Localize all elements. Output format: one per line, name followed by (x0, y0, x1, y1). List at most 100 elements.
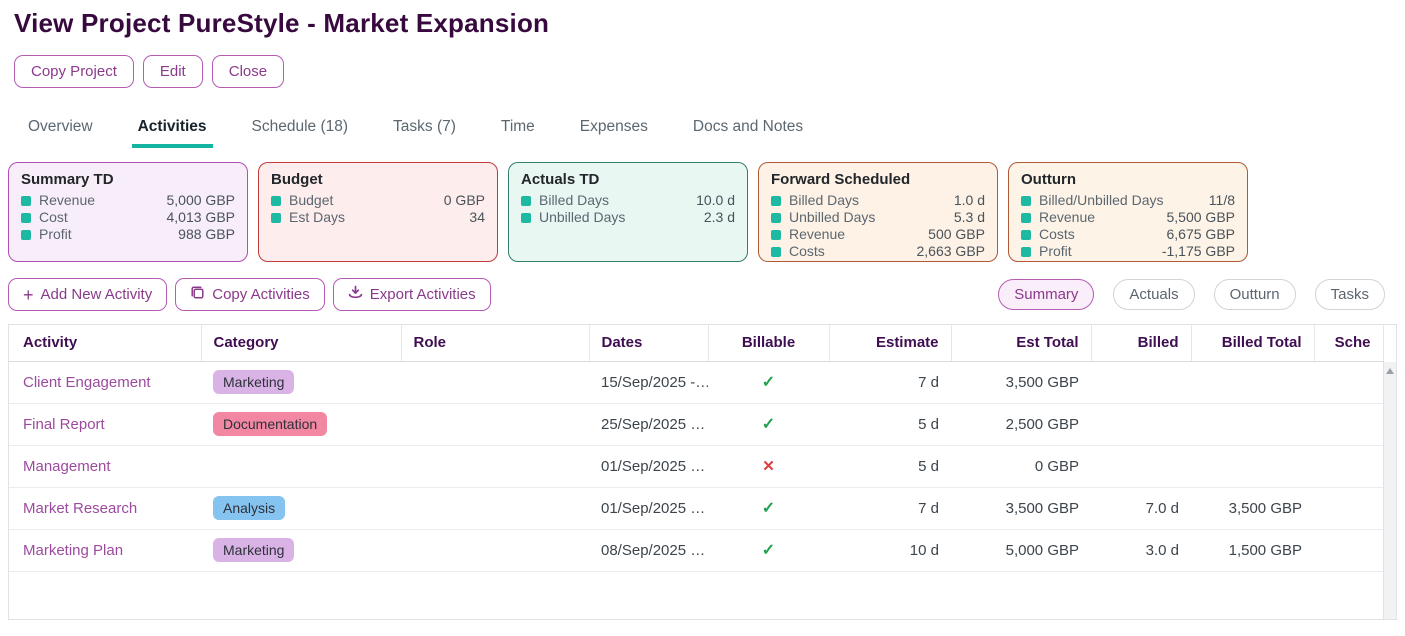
tab-docs-and-notes[interactable]: Docs and Notes (687, 118, 809, 148)
table-row: Final Report Documentation 25/Sep/2025 …… (9, 403, 1383, 446)
column-header-role[interactable]: Role (401, 325, 590, 362)
cell-schedule (1314, 529, 1383, 572)
tab-label: Time (500, 118, 535, 135)
cell-est-total: 0 GBP (951, 445, 1091, 488)
tab-overview[interactable]: Overview (22, 118, 99, 148)
cell-billed: 3.0 d (1091, 529, 1191, 572)
copy-project-button[interactable]: Copy Project (14, 55, 134, 88)
cell-activity: Management (9, 445, 201, 488)
metric-value: -1,175 GBP (1161, 243, 1235, 259)
cell-estimate: 10 d (829, 529, 951, 572)
table-row: Marketing Plan Marketing 08/Sep/2025 … ✓… (9, 529, 1383, 572)
metric-value: 11/8 (1208, 192, 1235, 208)
tab-activities[interactable]: Activities (131, 118, 213, 148)
cell-category: Marketing (201, 361, 401, 404)
card-title: Actuals TD (521, 171, 600, 188)
metric-label: Unbilled Days (789, 209, 876, 225)
cell-billed-total (1191, 445, 1314, 488)
cell-billed: 7.0 d (1091, 487, 1191, 530)
cell-billed-total (1191, 403, 1314, 446)
cell-activity: Final Report (9, 403, 201, 446)
view-filter-pills: Summary Actuals Outturn Tasks (998, 279, 1385, 310)
cell-category: Marketing (201, 529, 401, 572)
card-metric-row: Budget 0 GBP (271, 192, 485, 209)
metric-bullet-icon (1021, 246, 1031, 257)
metric-value: 1.0 d (953, 192, 985, 208)
copy-activities-button[interactable]: Copy Activities (175, 278, 325, 311)
cell-estimate: 7 d (829, 487, 951, 530)
column-header-sche[interactable]: Sche (1314, 325, 1384, 362)
activities-table: Activity Category Role Dates Billable Estimat… (8, 324, 1397, 620)
cell-dates: 15/Sep/2025 -… (589, 361, 708, 404)
cell-role (401, 403, 589, 446)
billable-check-icon: ✓ (761, 416, 776, 433)
activity-link[interactable]: Marketing Plan (23, 541, 124, 559)
metric-label: Unbilled Days (539, 209, 626, 225)
column-header-billable[interactable]: Billable (708, 325, 830, 362)
cell-estimate: 5 d (829, 445, 951, 488)
card-title: Summary TD (21, 171, 114, 188)
filter-pill-label: Outturn (1229, 286, 1280, 303)
card-metric-row: Unbilled Days 2.3 d (521, 209, 735, 226)
category-badge: Documentation (213, 412, 328, 436)
activity-action-buttons: + Add New Activity Copy Activities (8, 278, 491, 311)
column-header-estimate[interactable]: Estimate (829, 325, 952, 362)
column-header-est-total[interactable]: Est Total (951, 325, 1092, 362)
page-title: View Project PureStyle - Market Expansio… (14, 8, 550, 38)
filter-pill-outturn[interactable]: Outturn (1213, 279, 1296, 310)
metric-label: Profit (1039, 243, 1072, 259)
billable-check-icon: ✓ (761, 500, 776, 517)
card-metrics: Budget 0 GBP Est Days 34 (271, 192, 485, 226)
category-badge: Marketing (213, 538, 295, 562)
column-header-dates[interactable]: Dates (589, 325, 709, 362)
activity-link[interactable]: Market Research (23, 499, 138, 517)
filter-pill-summary[interactable]: Summary (998, 279, 1095, 310)
tab-bar: Overview Activities Schedule (18) Tasks … (22, 118, 1405, 148)
metric-bullet-icon (771, 229, 781, 240)
card-title: Budget (271, 171, 323, 188)
metric-bullet-icon (521, 212, 531, 223)
column-header-category[interactable]: Category (201, 325, 402, 362)
metric-label: Billed Days (539, 192, 610, 208)
metric-label: Revenue (789, 226, 846, 242)
table-vertical-scrollbar[interactable] (1383, 362, 1396, 619)
filter-pill-tasks[interactable]: Tasks (1314, 279, 1385, 310)
tab-time[interactable]: Time (495, 118, 541, 148)
column-header-billed[interactable]: Billed (1091, 325, 1192, 362)
column-header-activity[interactable]: Activity (9, 325, 202, 362)
tab-expenses[interactable]: Expenses (574, 118, 654, 148)
metric-bullet-icon (21, 212, 31, 223)
metric-bullet-icon (771, 246, 781, 257)
activity-link[interactable]: Client Engagement (23, 373, 151, 391)
activity-link[interactable]: Management (23, 457, 111, 475)
summary-cards: Summary TD Revenue 5,000 GBP Cost 4,013 … (8, 162, 1248, 262)
metric-value: 2.3 d (703, 209, 735, 225)
billable-check-icon: ✓ (761, 374, 776, 391)
edit-button[interactable]: Edit (142, 55, 203, 88)
activity-link[interactable]: Final Report (23, 415, 105, 433)
cell-billable: ✓ (708, 487, 829, 530)
scroll-up-arrow-icon[interactable] (1386, 368, 1394, 374)
card-metric-row: Profit -1,175 GBP (1021, 243, 1235, 260)
close-button[interactable]: Close (211, 55, 285, 88)
metric-bullet-icon (1021, 212, 1031, 223)
metric-bullet-icon (21, 229, 31, 240)
plus-icon: + (23, 284, 34, 305)
tab-schedule-18[interactable]: Schedule (18) (246, 118, 355, 148)
tab-tasks-7[interactable]: Tasks (7) (387, 118, 462, 148)
add-new-activity-button[interactable]: + Add New Activity (8, 278, 168, 311)
tab-label: Expenses (579, 118, 648, 135)
export-activities-button[interactable]: Export Activities (332, 278, 491, 311)
metric-value: 6,675 GBP (1166, 226, 1236, 242)
billable-check-icon: ✓ (761, 542, 776, 559)
metric-bullet-icon (1021, 229, 1031, 240)
column-header-billed-total[interactable]: Billed Total (1191, 325, 1315, 362)
cell-schedule (1314, 487, 1383, 530)
cell-activity: Client Engagement (9, 361, 201, 404)
cell-billed (1091, 361, 1191, 404)
cell-category (201, 445, 401, 488)
card-title: Forward Scheduled (771, 171, 911, 188)
filter-pill-label: Tasks (1330, 286, 1369, 303)
tab-label: Overview (28, 118, 93, 135)
filter-pill-actuals[interactable]: Actuals (1113, 279, 1195, 310)
